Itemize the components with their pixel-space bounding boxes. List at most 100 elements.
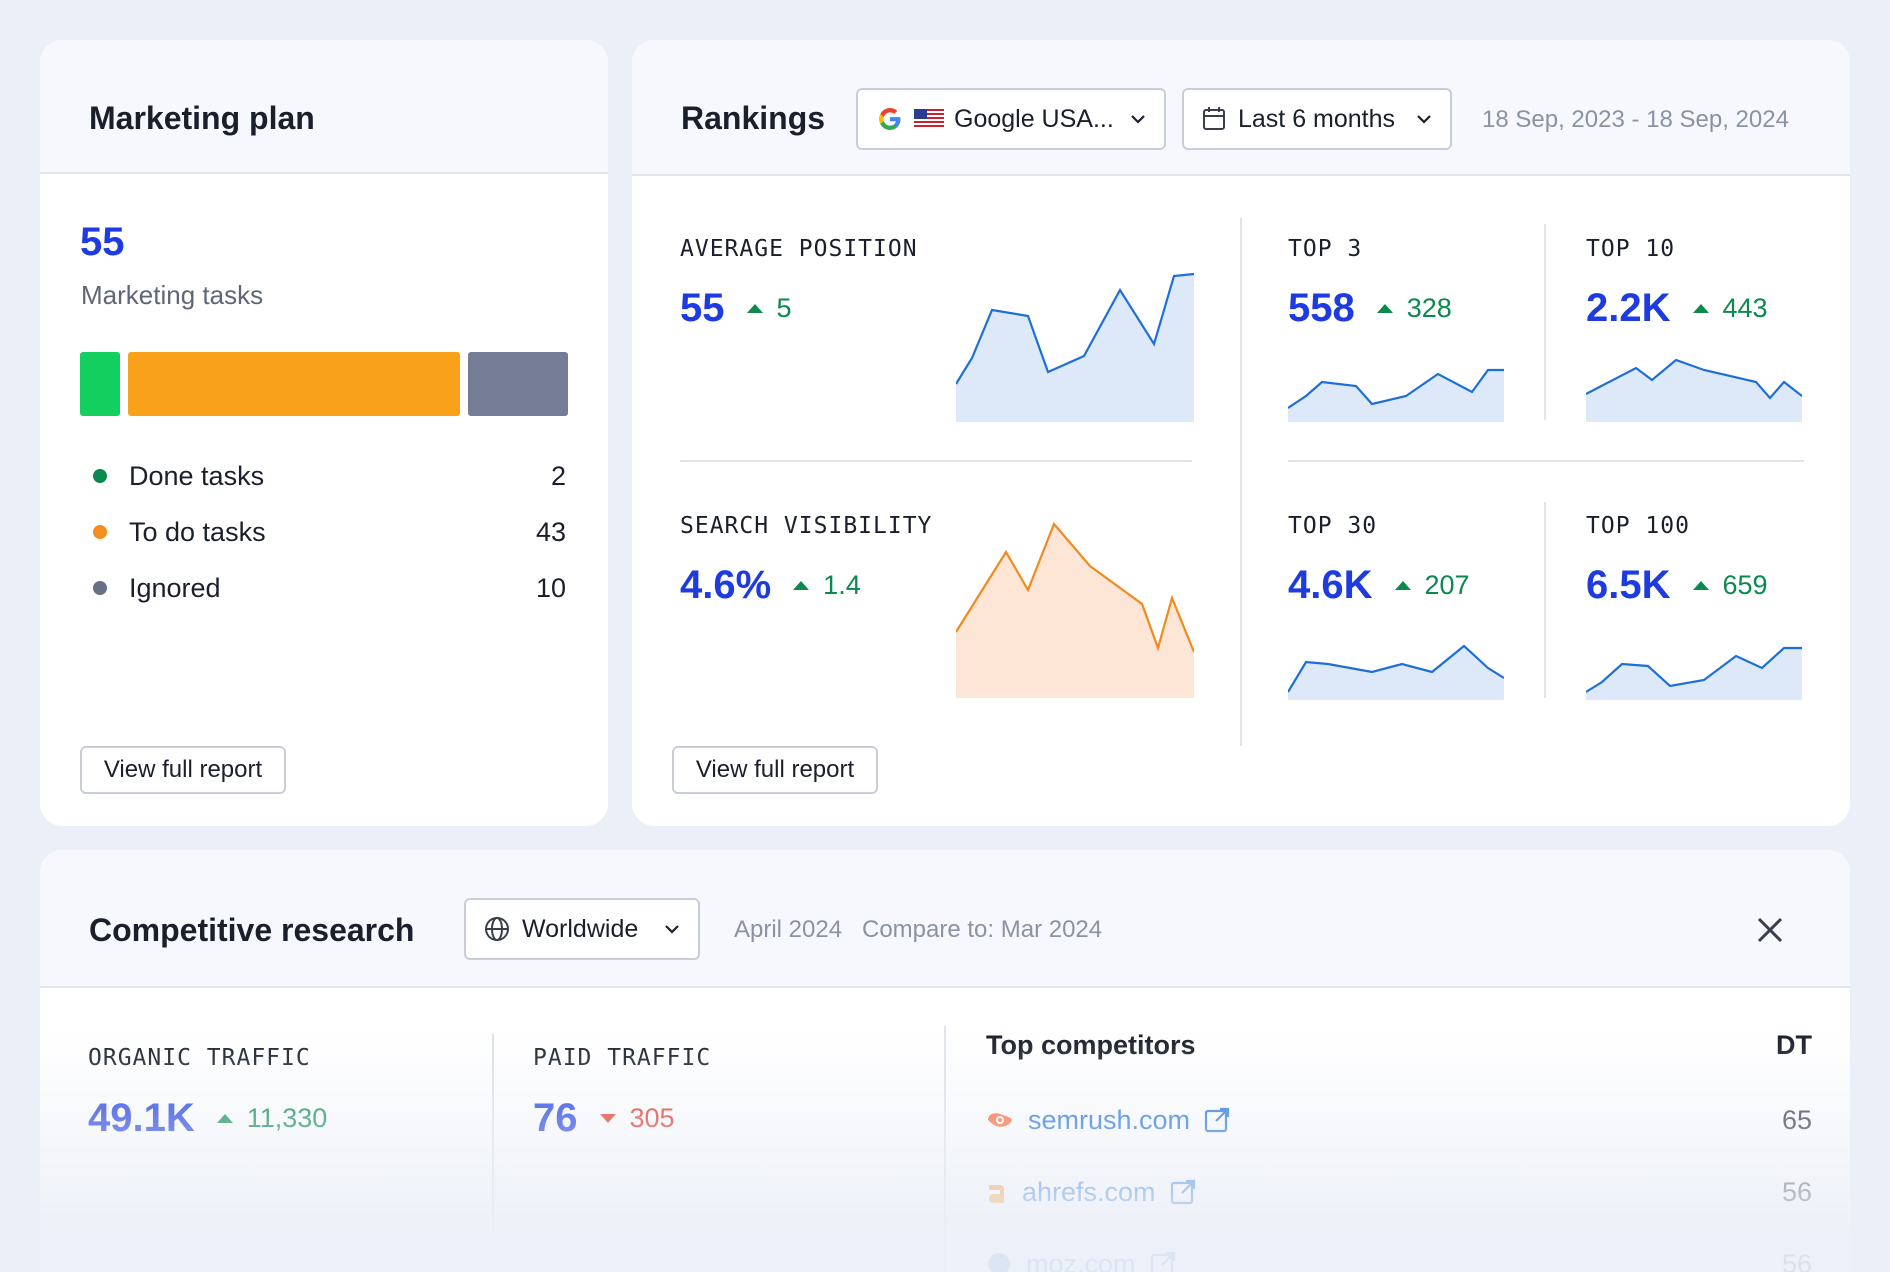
average-position-metric: 55 5 <box>680 286 792 331</box>
close-icon[interactable] <box>1756 916 1784 944</box>
search-visibility-sparkline <box>956 521 1194 698</box>
paid-traffic-label: PAID TRAFFIC <box>533 1045 712 1071</box>
top3-sparkline <box>1288 368 1504 422</box>
competitor-link[interactable]: moz.com <box>1026 1248 1136 1272</box>
competitor-link[interactable]: ahrefs.com <box>1022 1176 1156 1207</box>
marketing-tasks-subtitle: Marketing tasks <box>81 280 264 310</box>
external-link-icon[interactable] <box>1204 1107 1230 1133</box>
average-position-sparkline <box>956 272 1194 422</box>
competitor-row[interactable]: moz.com 56 <box>986 1239 1812 1272</box>
competitor-dt: 56 <box>1781 1176 1812 1207</box>
top100-label: TOP 100 <box>1586 513 1690 539</box>
left-horizontal-divider <box>680 460 1192 462</box>
legend-ignored: Ignored 10 <box>82 568 566 608</box>
competitor-row[interactable]: ahrefs.com 56 <box>986 1167 1812 1217</box>
up-arrow-icon <box>1692 304 1709 313</box>
marketing-plan-header <box>40 40 608 174</box>
up-arrow-icon <box>1692 581 1709 590</box>
compare-period: Compare to: Mar 2024 <box>862 916 1103 943</box>
marketing-tasks-total: 55 <box>80 220 125 264</box>
marketing-plan-title: Marketing plan <box>89 100 315 136</box>
top3-metric: 558 328 <box>1288 286 1452 331</box>
legend-done: Done tasks 2 <box>82 456 566 496</box>
legend-done-count: 2 <box>550 460 566 491</box>
us-flag-icon <box>914 109 944 129</box>
average-position-label: AVERAGE POSITION <box>680 236 918 262</box>
tasks-bar-ignored <box>468 352 568 416</box>
rankings-view-report-button[interactable]: View full report <box>672 746 878 794</box>
chevron-down-icon <box>665 925 679 934</box>
external-link-icon[interactable] <box>1150 1251 1176 1272</box>
search-engine-select[interactable]: Google USA... <box>856 88 1166 150</box>
marketing-view-report-button[interactable]: View full report <box>80 746 286 794</box>
top30-sparkline <box>1288 644 1504 700</box>
paid-traffic-delta: 305 <box>599 1103 675 1134</box>
top30-value: 4.6K <box>1288 563 1373 607</box>
rankings-title: Rankings <box>681 100 826 136</box>
top100-delta-value: 659 <box>1722 570 1768 600</box>
legend-done-label: Done tasks <box>129 460 265 491</box>
top100-sparkline <box>1586 646 1802 700</box>
paid-traffic-metric: 76 305 <box>533 1096 675 1141</box>
average-position-delta: 5 <box>746 293 792 324</box>
organic-traffic-metric: 49.1K 11,330 <box>88 1096 327 1141</box>
period-value: Last 6 months <box>1238 104 1396 133</box>
chevron-down-icon <box>1131 115 1145 124</box>
top10-value: 2.2K <box>1586 286 1671 330</box>
organic-traffic-delta: 11,330 <box>216 1103 327 1134</box>
search-visibility-metric: 4.6% 1.4 <box>680 563 861 608</box>
dt-column-header: DT <box>1776 1030 1812 1060</box>
paid-traffic-delta-value: 305 <box>629 1103 675 1133</box>
google-logo-icon <box>879 108 901 130</box>
organic-traffic-label: ORGANIC TRAFFIC <box>88 1045 311 1071</box>
up-arrow-icon <box>1394 581 1411 590</box>
ahrefs-logo-icon <box>989 1185 1004 1203</box>
average-position-value: 55 <box>680 286 725 330</box>
competitor-row[interactable]: semrush.com 65 <box>986 1095 1812 1145</box>
top-pair-divider <box>1544 224 1546 420</box>
top10-label: TOP 10 <box>1586 236 1676 262</box>
tasks-bar-todo <box>128 352 460 416</box>
report-period: April 2024 <box>734 916 843 943</box>
search-visibility-label: SEARCH VISIBILITY <box>680 513 933 539</box>
external-link-icon[interactable] <box>1170 1179 1196 1205</box>
competitive-research-title: Competitive research <box>89 912 415 948</box>
search-visibility-value: 4.6% <box>680 563 772 607</box>
top30-delta: 207 <box>1394 570 1470 601</box>
moz-logo-icon <box>988 1253 1010 1272</box>
top3-delta-value: 328 <box>1406 293 1452 323</box>
top3-label: TOP 3 <box>1288 236 1363 262</box>
competitors-divider <box>944 1026 946 1272</box>
top10-delta-value: 443 <box>1722 293 1768 323</box>
todo-dot-icon <box>93 525 107 539</box>
bottom-pair-divider <box>1544 502 1546 698</box>
ignored-dot-icon <box>93 581 107 595</box>
marketing-plan-card: Marketing plan 55 Marketing tasks Done t… <box>40 40 608 826</box>
search-visibility-delta: 1.4 <box>793 570 861 601</box>
legend-todo-count: 43 <box>535 516 566 547</box>
legend-ignored-label: Ignored <box>129 572 221 603</box>
region-select[interactable]: Worldwide <box>464 898 700 960</box>
region-value: Worldwide <box>522 914 639 943</box>
top-competitors-title: Top competitors <box>986 1030 1196 1060</box>
traffic-divider <box>492 1034 494 1234</box>
competitor-link[interactable]: semrush.com <box>1028 1104 1191 1135</box>
top100-metric: 6.5K 659 <box>1586 563 1768 608</box>
period-select[interactable]: Last 6 months <box>1182 88 1452 150</box>
top30-label: TOP 30 <box>1288 513 1378 539</box>
top100-value: 6.5K <box>1586 563 1671 607</box>
top3-value: 558 <box>1288 286 1355 330</box>
legend-todo: To do tasks 43 <box>82 512 566 552</box>
organic-traffic-value: 49.1K <box>88 1096 195 1140</box>
competitor-dt: 65 <box>1781 1104 1812 1135</box>
competitor-dt: 56 <box>1781 1248 1812 1272</box>
top100-delta: 659 <box>1692 570 1768 601</box>
tasks-bar-done <box>80 352 120 416</box>
top10-delta: 443 <box>1692 293 1768 324</box>
up-arrow-icon <box>216 1114 233 1123</box>
legend-todo-label: To do tasks <box>129 516 266 547</box>
down-arrow-icon <box>599 1114 616 1123</box>
right-horizontal-divider <box>1288 460 1804 462</box>
paid-traffic-value: 76 <box>533 1096 578 1140</box>
rankings-vertical-divider <box>1240 218 1242 746</box>
